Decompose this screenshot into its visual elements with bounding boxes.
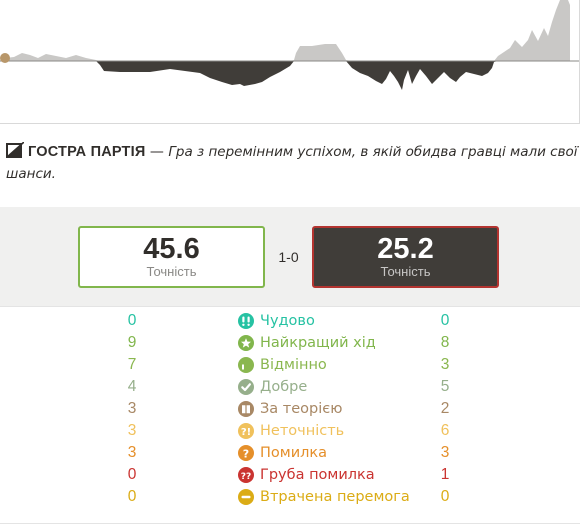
classification-label: Неточність — [260, 423, 345, 439]
black-count: 0 — [440, 312, 450, 329]
graph-frame — [0, 0, 580, 124]
black-accuracy-label: Точність — [380, 264, 431, 279]
book-icon — [238, 401, 254, 417]
white-count: 0 — [127, 466, 137, 483]
svg-text:?!: ?! — [241, 427, 251, 438]
accuracy-section: 45.6 Точність 1-0 25.2 Точність — [0, 207, 580, 307]
evaluation-graph[interactable] — [0, 0, 587, 124]
black-count: 6 — [440, 422, 450, 439]
classification-row[interactable]: 9 Найкращий хід 8 — [0, 332, 580, 354]
white-accuracy-box: 45.6 Точність — [78, 226, 265, 288]
black-count: 1 — [440, 466, 450, 483]
white-count: 3 — [127, 422, 137, 439]
game-type-title: ГОСТРА ПАРТІЯ — [28, 144, 146, 160]
classification-row[interactable]: 3? Помилка 3 — [0, 442, 580, 464]
white-advantage-area — [5, 0, 570, 61]
classification-label: Чудово — [260, 313, 315, 329]
classification-row[interactable]: 0 Чудово 0 — [0, 310, 580, 332]
classification-row[interactable]: 3 За теорією 2 — [0, 398, 580, 420]
black-count: 0 — [440, 488, 450, 505]
classification-row[interactable]: 7 Відмінно 3 — [0, 354, 580, 376]
missed-win-icon — [238, 489, 254, 505]
classification-row[interactable]: 0?? Груба помилка 1 — [0, 464, 580, 486]
black-count: 2 — [440, 400, 450, 417]
brilliant-icon — [238, 313, 254, 329]
excellent-icon — [238, 357, 254, 373]
good-icon — [238, 379, 254, 395]
game-type-description: Гра з перемінним успіхом, в якій обидва … — [6, 144, 578, 182]
white-count: 3 — [127, 444, 137, 461]
classification-row[interactable]: 4 Добре 5 — [0, 376, 580, 398]
best-move-icon — [238, 335, 254, 351]
game-score: 1-0 — [278, 249, 299, 265]
white-count: 0 — [127, 488, 137, 505]
svg-text:?: ? — [243, 447, 249, 460]
evaluation-graph-svg[interactable] — [0, 0, 587, 124]
classification-label: Втрачена перемога — [260, 489, 410, 505]
graph-position-marker[interactable] — [0, 53, 10, 63]
black-accuracy-box: 25.2 Точність — [312, 226, 499, 288]
classification-row[interactable]: 0 Втрачена перемога 0 — [0, 486, 580, 508]
classification-label: Відмінно — [260, 357, 327, 373]
classification-label: Найкращий хід — [260, 335, 376, 351]
black-advantage-area — [5, 61, 570, 90]
classification-row[interactable]: 3?! Неточність 6 — [0, 420, 580, 442]
black-count: 3 — [440, 444, 450, 461]
white-accuracy-value: 45.6 — [143, 233, 200, 265]
classification-label: За теорією — [260, 401, 343, 417]
game-type-separator: — — [149, 144, 164, 160]
classification-label: Помилка — [260, 445, 328, 461]
inaccuracy-icon: ?! — [238, 423, 254, 439]
white-count: 7 — [127, 356, 137, 373]
mistake-icon: ? — [238, 445, 254, 461]
move-classification-table: 0 Чудово 0 9 Найкращий хід 8 7 Відмінно 3 4 Добре 5… — [0, 310, 580, 524]
white-count: 9 — [127, 334, 137, 351]
classification-label: Груба помилка — [260, 467, 375, 483]
svg-text:??: ?? — [241, 472, 251, 482]
blunder-icon: ?? — [238, 467, 254, 483]
white-count: 3 — [127, 400, 137, 417]
black-count: 5 — [440, 378, 450, 395]
white-count: 4 — [127, 378, 137, 395]
white-accuracy-label: Точність — [146, 264, 197, 279]
white-count: 0 — [127, 312, 137, 329]
black-accuracy-value: 25.2 — [377, 233, 434, 265]
game-type-summary: ГОСТРА ПАРТІЯ — Гра з перемінним успіхом… — [6, 141, 581, 185]
black-count: 3 — [440, 356, 450, 373]
sharp-game-icon — [6, 142, 24, 158]
black-count: 8 — [440, 334, 450, 351]
classification-label: Добре — [260, 379, 308, 395]
